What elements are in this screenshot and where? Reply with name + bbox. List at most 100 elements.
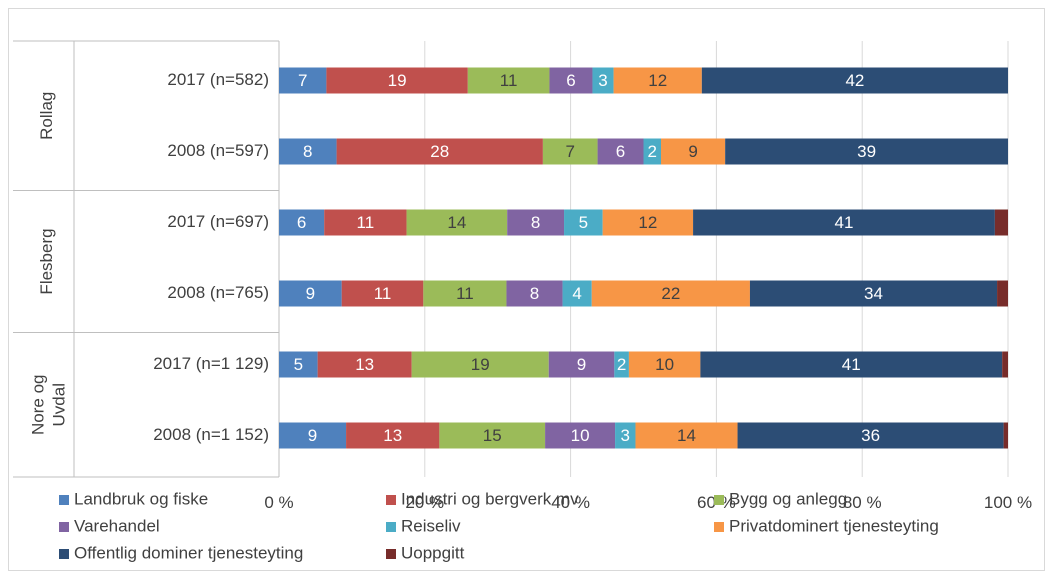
x-tick-label: 40 % [551, 493, 590, 512]
stacked-bar-chart: Rollag Flesberg Nore og Uvdal 2017 (n=582) 2… [13, 40, 1032, 562]
bar-industri-og-bergverk-mv [336, 138, 543, 165]
bar-offentlig-dominer-tjenesteyting [701, 67, 1008, 94]
data-label: 2 [648, 142, 657, 161]
data-label: 5 [294, 355, 303, 374]
bar-privatdominert-tjenesteyting [613, 67, 702, 94]
group-label-nore-og-uvdal: Nore og Uvdal [29, 375, 69, 435]
data-label: 10 [655, 355, 674, 374]
bar-offentlig-dominer-tjenesteyting [737, 422, 1004, 449]
bar-uoppgitt [997, 280, 1008, 307]
bar-privatdominert-tjenesteyting [635, 422, 738, 449]
bar-offentlig-dominer-tjenesteyting [700, 351, 1003, 378]
legend-label: Uoppgitt [401, 543, 465, 562]
bar-varehandel [545, 422, 616, 449]
bar-bygg-og-anlegg [411, 351, 549, 378]
bar-varehandel [549, 67, 593, 94]
category-label: 2008 (n=597) [167, 141, 269, 160]
bar-offentlig-dominer-tjenesteyting [693, 209, 995, 236]
x-tick-label: 20 % [405, 493, 444, 512]
bar-reiseliv [564, 209, 603, 236]
legend-swatch [59, 522, 69, 532]
legend-label: Offentlig dominer tjenesteyting [74, 543, 303, 562]
bar-reiseliv [562, 280, 592, 307]
bar-industri-og-bergverk-mv [341, 280, 424, 307]
data-label: 9 [308, 426, 317, 445]
bar-privatdominert-tjenesteyting [628, 351, 701, 378]
bar-reiseliv [643, 138, 661, 165]
data-label: 11 [357, 213, 375, 232]
bar-offentlig-dominer-tjenesteyting [725, 138, 1008, 165]
legend-label: Privatdominert tjenesteyting [729, 516, 939, 535]
category-label: 2008 (n=1 152) [153, 425, 269, 444]
bar-industri-og-bergverk-mv [326, 67, 468, 94]
legend-item-privatdominert-tjenesteyting: Privatdominert tjenesteyting [714, 516, 939, 535]
legend-label: Reiseliv [401, 516, 461, 535]
bar-uoppgitt [1003, 422, 1008, 449]
data-label: 13 [383, 426, 402, 445]
bar-uoppgitt [994, 209, 1008, 236]
data-label: 41 [835, 213, 854, 232]
x-tick-label: 0 % [264, 493, 293, 512]
legend-swatch [386, 549, 396, 559]
data-label: 19 [471, 355, 490, 374]
data-label: 14 [677, 426, 696, 445]
legend-label: Industri og bergverk mv [401, 489, 579, 508]
legend-swatch [714, 495, 724, 505]
bar-varehandel [597, 138, 644, 165]
data-label: 6 [616, 142, 625, 161]
bar-varehandel [548, 351, 615, 378]
legend-swatch [386, 495, 396, 505]
category-label: 2017 (n=697) [167, 212, 269, 231]
data-label: 12 [648, 71, 667, 90]
bar-industri-og-bergverk-mv [317, 351, 412, 378]
bar-landbruk-og-fiske [279, 422, 347, 449]
data-label: 3 [621, 426, 630, 445]
legend-swatch [59, 549, 69, 559]
bar-landbruk-og-fiske [279, 138, 337, 165]
legend-swatch [59, 495, 69, 505]
data-label: 11 [456, 284, 474, 303]
legend-label: Landbruk og fiske [74, 489, 208, 508]
data-label: 6 [566, 71, 575, 90]
bar-industri-og-bergverk-mv [346, 422, 440, 449]
bar-bygg-og-anlegg [423, 280, 507, 307]
bar-bygg-og-anlegg [467, 67, 550, 94]
data-label: 34 [864, 284, 883, 303]
data-label: 12 [638, 213, 657, 232]
category-label: 2017 (n=1 129) [153, 354, 269, 373]
legend-item-uoppgitt: Uoppgitt [386, 543, 465, 562]
bar-bygg-og-anlegg [439, 422, 546, 449]
data-label: 3 [598, 71, 607, 90]
bar-industri-og-bergverk-mv [324, 209, 407, 236]
legend-item-reiseliv: Reiseliv [386, 516, 461, 535]
data-label: 6 [297, 213, 306, 232]
data-label: 19 [388, 71, 407, 90]
bar-bygg-og-anlegg [542, 138, 598, 165]
data-label: 8 [303, 142, 312, 161]
bar-privatdominert-tjenesteyting [660, 138, 726, 165]
group-label-flesberg: Flesberg [37, 228, 56, 294]
data-label: 11 [500, 71, 518, 90]
data-label: 2 [617, 355, 626, 374]
legend-swatch [386, 522, 396, 532]
bar-varehandel [506, 280, 563, 307]
bar-varehandel [507, 209, 565, 236]
data-label: 41 [842, 355, 861, 374]
bar-landbruk-og-fiske [279, 280, 342, 307]
bar-uoppgitt [1002, 351, 1008, 378]
bar-privatdominert-tjenesteyting [602, 209, 694, 236]
data-label: 22 [661, 284, 680, 303]
x-tick-label: 100 % [984, 493, 1032, 512]
data-label: 8 [530, 284, 539, 303]
data-label: 9 [306, 284, 315, 303]
bar-landbruk-og-fiske [279, 209, 325, 236]
data-label: 15 [483, 426, 502, 445]
bar-privatdominert-tjenesteyting [591, 280, 750, 307]
bar-reiseliv [614, 351, 629, 378]
data-label: 10 [571, 426, 590, 445]
data-label: 4 [572, 284, 581, 303]
legend-item-industri-og-bergverk-mv: Industri og bergverk mv [386, 489, 579, 508]
legend-item-offentlig-dominer-tjenesteyting: Offentlig dominer tjenesteyting [59, 543, 303, 562]
legend-label: Varehandel [74, 516, 160, 535]
data-label: 7 [566, 142, 575, 161]
